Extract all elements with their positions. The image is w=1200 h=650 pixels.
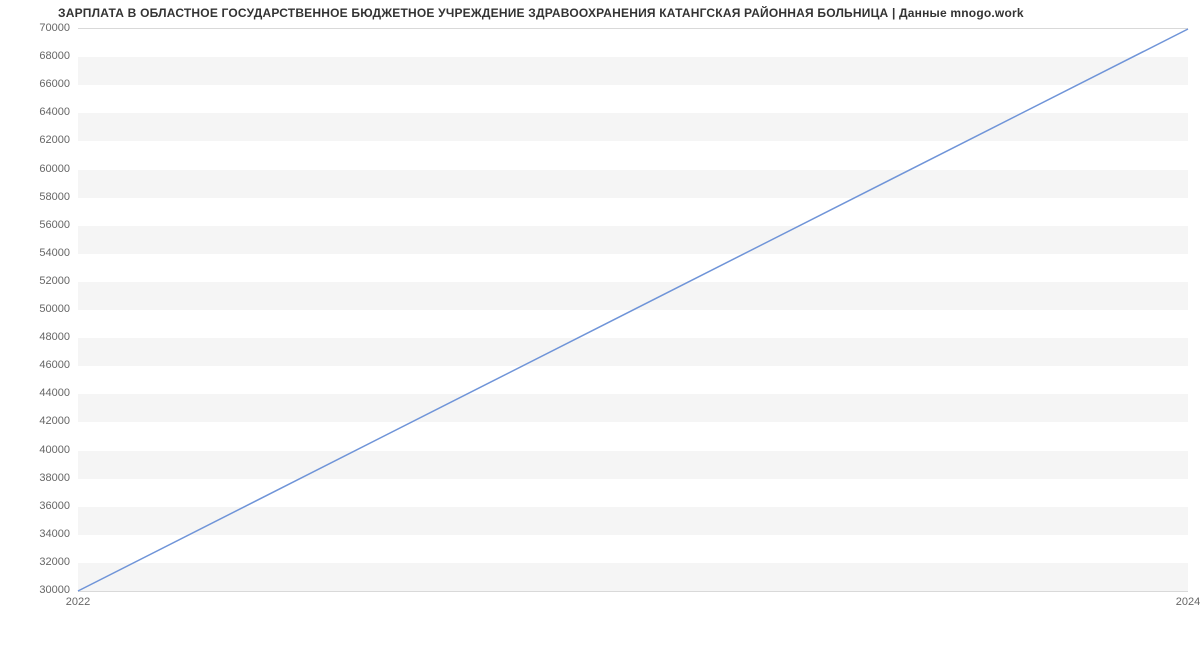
y-tick-label: 30000 <box>0 584 70 596</box>
series-layer <box>78 29 1188 591</box>
y-tick-label: 42000 <box>0 415 70 427</box>
plot-area <box>78 28 1188 592</box>
y-tick-label: 46000 <box>0 359 70 371</box>
y-tick-label: 66000 <box>0 78 70 90</box>
y-tick-label: 70000 <box>0 22 70 34</box>
y-tick-label: 62000 <box>0 134 70 146</box>
x-tick-label: 2024 <box>1176 596 1200 608</box>
y-tick-label: 56000 <box>0 219 70 231</box>
y-tick-label: 40000 <box>0 444 70 456</box>
y-tick-label: 64000 <box>0 106 70 118</box>
series-line-salary <box>78 29 1188 591</box>
y-tick-label: 34000 <box>0 528 70 540</box>
y-tick-label: 38000 <box>0 472 70 484</box>
y-tick-label: 44000 <box>0 387 70 399</box>
y-tick-label: 36000 <box>0 500 70 512</box>
y-tick-label: 60000 <box>0 163 70 175</box>
y-tick-label: 50000 <box>0 303 70 315</box>
salary-line-chart: ЗАРПЛАТА В ОБЛАСТНОЕ ГОСУДАРСТВЕННОЕ БЮД… <box>0 0 1200 650</box>
y-tick-label: 54000 <box>0 247 70 259</box>
y-tick-label: 68000 <box>0 50 70 62</box>
chart-title: ЗАРПЛАТА В ОБЛАСТНОЕ ГОСУДАРСТВЕННОЕ БЮД… <box>58 6 1024 20</box>
x-tick-label: 2022 <box>66 596 90 608</box>
y-tick-label: 32000 <box>0 556 70 568</box>
y-tick-label: 52000 <box>0 275 70 287</box>
y-tick-label: 48000 <box>0 331 70 343</box>
y-tick-label: 58000 <box>0 191 70 203</box>
